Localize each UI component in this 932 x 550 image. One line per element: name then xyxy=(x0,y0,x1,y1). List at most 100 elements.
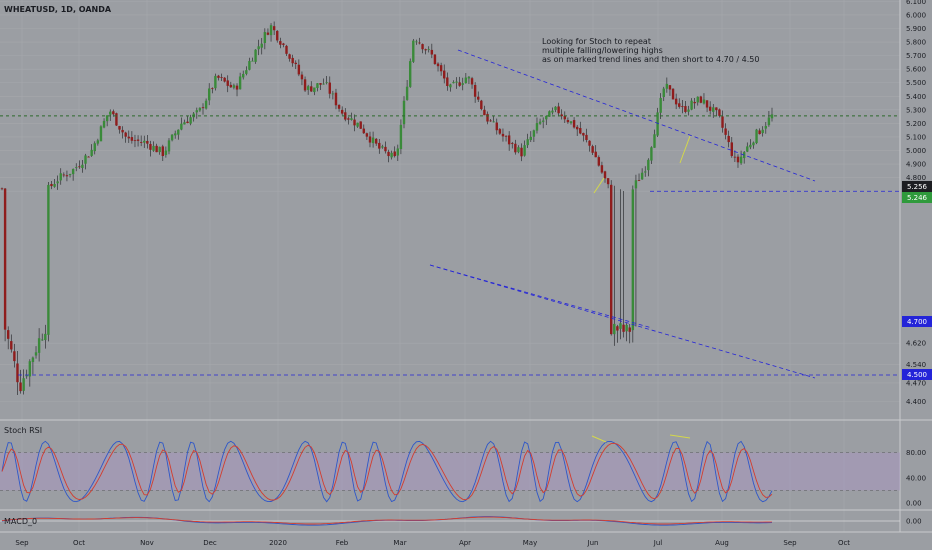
stoch-d-line xyxy=(1,442,773,501)
candle xyxy=(619,189,622,340)
candle-body xyxy=(371,137,375,144)
candle-body xyxy=(517,147,520,153)
candle xyxy=(486,111,489,125)
candle-body xyxy=(724,128,727,135)
candle-body xyxy=(19,382,22,392)
candle xyxy=(399,119,403,155)
candle xyxy=(631,185,635,343)
candle-body xyxy=(758,130,761,135)
candle-body xyxy=(443,70,446,79)
candle xyxy=(291,54,294,67)
candle xyxy=(566,117,570,124)
candle xyxy=(136,135,140,147)
time-tick-label: Nov xyxy=(140,539,154,547)
candle-body xyxy=(399,124,403,150)
candle xyxy=(223,77,226,83)
candle-body xyxy=(588,140,591,146)
price-axis[interactable]: 6.100 6.000 5.900 5.800 5.700 5.600 5.500 5.400… xyxy=(906,0,926,406)
stoch-highlight-2 xyxy=(669,434,691,439)
candle-body xyxy=(464,77,468,84)
candle xyxy=(767,110,771,127)
candle xyxy=(130,131,134,144)
candle-body xyxy=(507,135,511,145)
candle xyxy=(678,98,681,109)
candle-body xyxy=(90,149,93,156)
candle xyxy=(659,93,662,119)
candle xyxy=(87,156,90,158)
candle xyxy=(374,137,378,146)
candle xyxy=(93,141,96,155)
candlestick-series[interactable] xyxy=(0,21,774,396)
candle-body xyxy=(600,165,604,173)
time-axis[interactable]: Sep Oct Nov Dec 2020 Feb Mar Apr May Jun Jul Aug Sep… xyxy=(15,539,850,547)
time-tick-label: Apr xyxy=(459,539,471,547)
candle xyxy=(90,144,93,157)
candle xyxy=(458,76,461,87)
candle xyxy=(47,181,50,342)
candle-body xyxy=(269,25,273,36)
candle xyxy=(170,134,174,142)
candle-body xyxy=(541,120,545,122)
candle-body xyxy=(755,129,758,144)
candle xyxy=(207,83,211,106)
candle-body xyxy=(195,110,199,113)
candle xyxy=(625,323,628,342)
candle xyxy=(105,115,109,127)
candle-body xyxy=(579,128,582,134)
candle-body xyxy=(31,357,35,363)
candle xyxy=(387,149,390,163)
candle xyxy=(306,84,310,95)
candle-body xyxy=(405,86,409,100)
time-tick-label: Sep xyxy=(783,539,797,547)
candle-body xyxy=(306,86,310,90)
candle-body xyxy=(446,77,449,87)
candle xyxy=(603,170,607,183)
price-tick-label: 6.100 xyxy=(906,0,926,6)
stoch-k-line xyxy=(1,440,773,503)
candle-body xyxy=(68,173,72,176)
candle xyxy=(56,175,59,190)
candle-body xyxy=(402,100,406,125)
price-tick-label: 5.700 xyxy=(906,52,926,60)
candle xyxy=(560,109,563,120)
candle-body xyxy=(455,81,458,83)
annotation-line-2: multiple falling/lowering highs xyxy=(542,46,663,55)
time-tick-label: Sep xyxy=(15,539,29,547)
candle xyxy=(143,135,146,148)
candle xyxy=(276,30,279,43)
candle-body xyxy=(387,151,390,157)
candle xyxy=(415,39,418,45)
candle xyxy=(640,168,644,180)
candle-body xyxy=(223,77,226,82)
candle-body xyxy=(272,26,276,31)
candle-body xyxy=(238,76,242,90)
candle-body xyxy=(71,169,75,175)
candle-body xyxy=(226,80,229,86)
annotation-line-1: Looking for Stoch to repeat xyxy=(542,37,651,46)
candle xyxy=(50,180,53,190)
candle xyxy=(662,86,665,102)
candle-body xyxy=(53,184,56,187)
price-tag-target1-text: 4.700 xyxy=(907,318,927,326)
candle-body xyxy=(173,133,177,136)
candle-body xyxy=(560,114,563,117)
stoch-rsi-pane[interactable]: 80.00 40.00 0.00 xyxy=(0,434,926,508)
candle xyxy=(347,116,350,125)
candle xyxy=(733,150,737,162)
candle xyxy=(606,177,610,189)
price-tag-target2-text: 4.500 xyxy=(907,371,927,379)
candle-body xyxy=(294,62,297,65)
candle-body xyxy=(656,112,659,136)
macd-pane[interactable]: 0.00 xyxy=(0,516,922,526)
candle xyxy=(226,75,229,93)
candle xyxy=(600,161,604,174)
candle xyxy=(402,96,406,129)
candle-body xyxy=(25,375,28,377)
candle xyxy=(31,356,35,375)
symbol-title: WHEATUSD, 1D, OANDA xyxy=(4,5,112,14)
stoch-tick-label: 40.00 xyxy=(906,474,926,482)
candle-body xyxy=(622,324,625,332)
candle xyxy=(532,129,536,142)
candle xyxy=(421,43,424,54)
